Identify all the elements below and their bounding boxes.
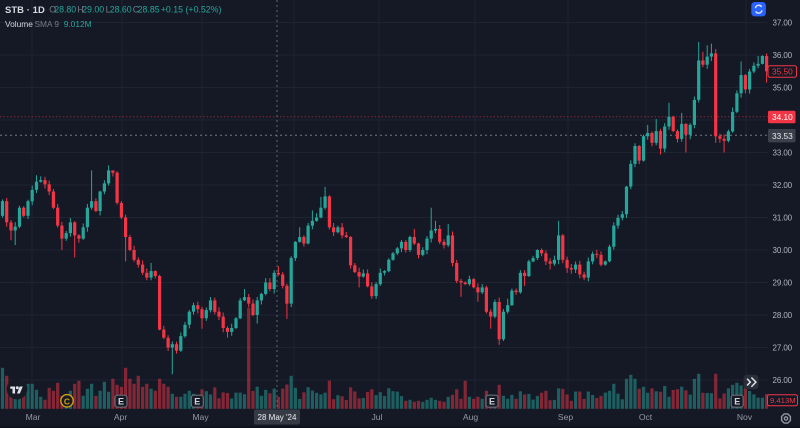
svg-text:Jul: Jul xyxy=(372,412,383,422)
svg-text:Volume: Volume xyxy=(5,19,33,29)
svg-text:29.00: 29.00 xyxy=(773,278,793,287)
svg-text:SMA 9: SMA 9 xyxy=(35,19,60,29)
svg-text:Mar: Mar xyxy=(26,412,41,422)
svg-text:26.00: 26.00 xyxy=(773,376,793,385)
svg-text:C: C xyxy=(64,396,70,406)
svg-text:C: C xyxy=(133,5,140,15)
svg-text:32.00: 32.00 xyxy=(773,181,793,190)
svg-text:36.00: 36.00 xyxy=(773,51,793,60)
svg-text:28.00: 28.00 xyxy=(773,311,793,320)
svg-text:34.10: 34.10 xyxy=(772,112,793,122)
svg-text:E: E xyxy=(734,397,740,407)
svg-text:33.00: 33.00 xyxy=(773,148,793,157)
svg-text:Apr: Apr xyxy=(114,412,128,422)
svg-text:37.00: 37.00 xyxy=(773,18,793,27)
svg-text:Oct: Oct xyxy=(639,412,653,422)
svg-text:28.85: 28.85 xyxy=(138,5,160,15)
svg-text:May: May xyxy=(192,412,209,422)
svg-text:Nov: Nov xyxy=(737,412,753,422)
svg-text:29.00: 29.00 xyxy=(82,5,104,15)
svg-text:E: E xyxy=(489,397,495,407)
svg-text:E: E xyxy=(194,397,200,407)
svg-text:28.80: 28.80 xyxy=(54,5,76,15)
svg-text:31.00: 31.00 xyxy=(773,213,793,222)
svg-text:9.012M: 9.012M xyxy=(64,19,92,29)
svg-text:+0.15 (+0.52%): +0.15 (+0.52%) xyxy=(161,5,222,15)
svg-text:L: L xyxy=(106,5,111,15)
svg-text:28 May '24: 28 May '24 xyxy=(258,413,297,422)
svg-text:28.60: 28.60 xyxy=(110,5,132,15)
svg-text:STB · 1D: STB · 1D xyxy=(5,4,45,15)
svg-text:30.00: 30.00 xyxy=(773,246,793,255)
svg-text:O: O xyxy=(49,5,56,15)
svg-text:35.50: 35.50 xyxy=(772,66,793,76)
svg-text:27.00: 27.00 xyxy=(773,343,793,352)
svg-text:Sep: Sep xyxy=(558,412,574,422)
svg-text:H: H xyxy=(77,5,83,15)
svg-text:35.00: 35.00 xyxy=(773,83,793,92)
svg-text:9.413M: 9.413M xyxy=(770,396,796,405)
svg-text:Aug: Aug xyxy=(463,412,479,422)
svg-text:33.53: 33.53 xyxy=(772,131,793,141)
svg-text:E: E xyxy=(118,397,124,407)
